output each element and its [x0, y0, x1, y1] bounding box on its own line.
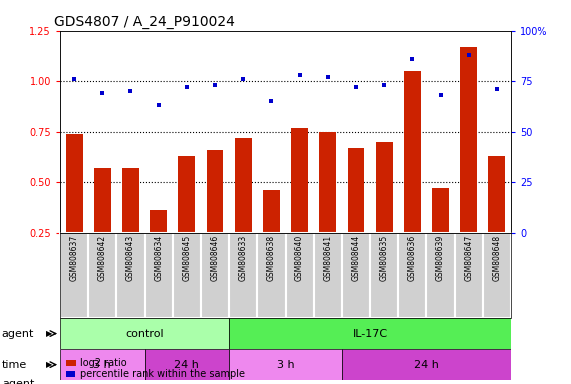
Bar: [229, 233, 258, 318]
Bar: [258, 233, 286, 318]
Text: GSM808647: GSM808647: [464, 235, 473, 281]
Text: time: time: [2, 360, 27, 370]
Text: log2 ratio: log2 ratio: [80, 358, 127, 368]
Text: control: control: [125, 329, 164, 339]
Bar: [399, 233, 427, 318]
Point: [323, 74, 332, 80]
Text: GSM808648: GSM808648: [492, 235, 501, 281]
Point: [126, 88, 135, 94]
Bar: [489, 156, 505, 233]
Bar: [313, 233, 342, 318]
Point: [182, 84, 191, 90]
Text: GSM808644: GSM808644: [352, 235, 360, 281]
Point: [295, 72, 304, 78]
Text: GSM808643: GSM808643: [126, 235, 135, 281]
Text: ▶: ▶: [46, 360, 52, 369]
Bar: [122, 168, 139, 233]
Text: GSM808637: GSM808637: [70, 235, 79, 281]
Bar: [342, 349, 511, 380]
Point: [98, 90, 107, 96]
Text: 24 h: 24 h: [414, 360, 439, 370]
Point: [464, 52, 473, 58]
Bar: [229, 318, 511, 349]
Bar: [144, 233, 173, 318]
Point: [154, 103, 163, 109]
Text: GSM808636: GSM808636: [408, 235, 417, 281]
Bar: [207, 150, 223, 233]
Bar: [178, 156, 195, 233]
Text: GSM808642: GSM808642: [98, 235, 107, 281]
Text: 3 h: 3 h: [94, 360, 111, 370]
Bar: [201, 233, 229, 318]
Text: GSM808638: GSM808638: [267, 235, 276, 281]
Text: GDS4807 / A_24_P910024: GDS4807 / A_24_P910024: [54, 15, 235, 29]
Bar: [173, 233, 201, 318]
Point: [408, 56, 417, 62]
Text: GSM808641: GSM808641: [323, 235, 332, 281]
Point: [492, 86, 501, 92]
Text: 24 h: 24 h: [174, 360, 199, 370]
Point: [351, 84, 360, 90]
Bar: [342, 233, 370, 318]
Text: GSM808635: GSM808635: [380, 235, 389, 281]
Bar: [94, 168, 111, 233]
Point: [267, 98, 276, 104]
Text: GSM808634: GSM808634: [154, 235, 163, 281]
Bar: [144, 349, 229, 380]
Text: ▶: ▶: [46, 329, 52, 338]
Text: IL-17C: IL-17C: [352, 329, 388, 339]
Bar: [235, 138, 252, 233]
Bar: [432, 188, 449, 233]
Text: 3 h: 3 h: [277, 360, 294, 370]
Bar: [60, 318, 229, 349]
Point: [211, 82, 220, 88]
Bar: [229, 349, 342, 380]
Text: agent: agent: [2, 329, 34, 339]
Bar: [483, 233, 511, 318]
Point: [380, 82, 389, 88]
Text: GSM808639: GSM808639: [436, 235, 445, 281]
Bar: [66, 134, 83, 233]
Bar: [404, 71, 421, 233]
Bar: [116, 233, 144, 318]
Text: GSM808640: GSM808640: [295, 235, 304, 281]
Text: agent: agent: [3, 379, 35, 384]
Bar: [286, 233, 313, 318]
Text: percentile rank within the sample: percentile rank within the sample: [80, 369, 245, 379]
Bar: [376, 142, 393, 233]
Bar: [88, 233, 116, 318]
Bar: [370, 233, 399, 318]
Bar: [427, 233, 455, 318]
Bar: [150, 210, 167, 233]
Point: [436, 92, 445, 98]
Bar: [348, 148, 364, 233]
Text: GSM808646: GSM808646: [211, 235, 219, 281]
Bar: [291, 127, 308, 233]
Text: GSM808633: GSM808633: [239, 235, 248, 281]
Bar: [263, 190, 280, 233]
Bar: [60, 349, 144, 380]
Text: GSM808645: GSM808645: [182, 235, 191, 281]
Bar: [460, 47, 477, 233]
Bar: [319, 132, 336, 233]
Point: [239, 76, 248, 82]
Bar: [60, 233, 88, 318]
Point: [70, 76, 79, 82]
Bar: [455, 233, 483, 318]
